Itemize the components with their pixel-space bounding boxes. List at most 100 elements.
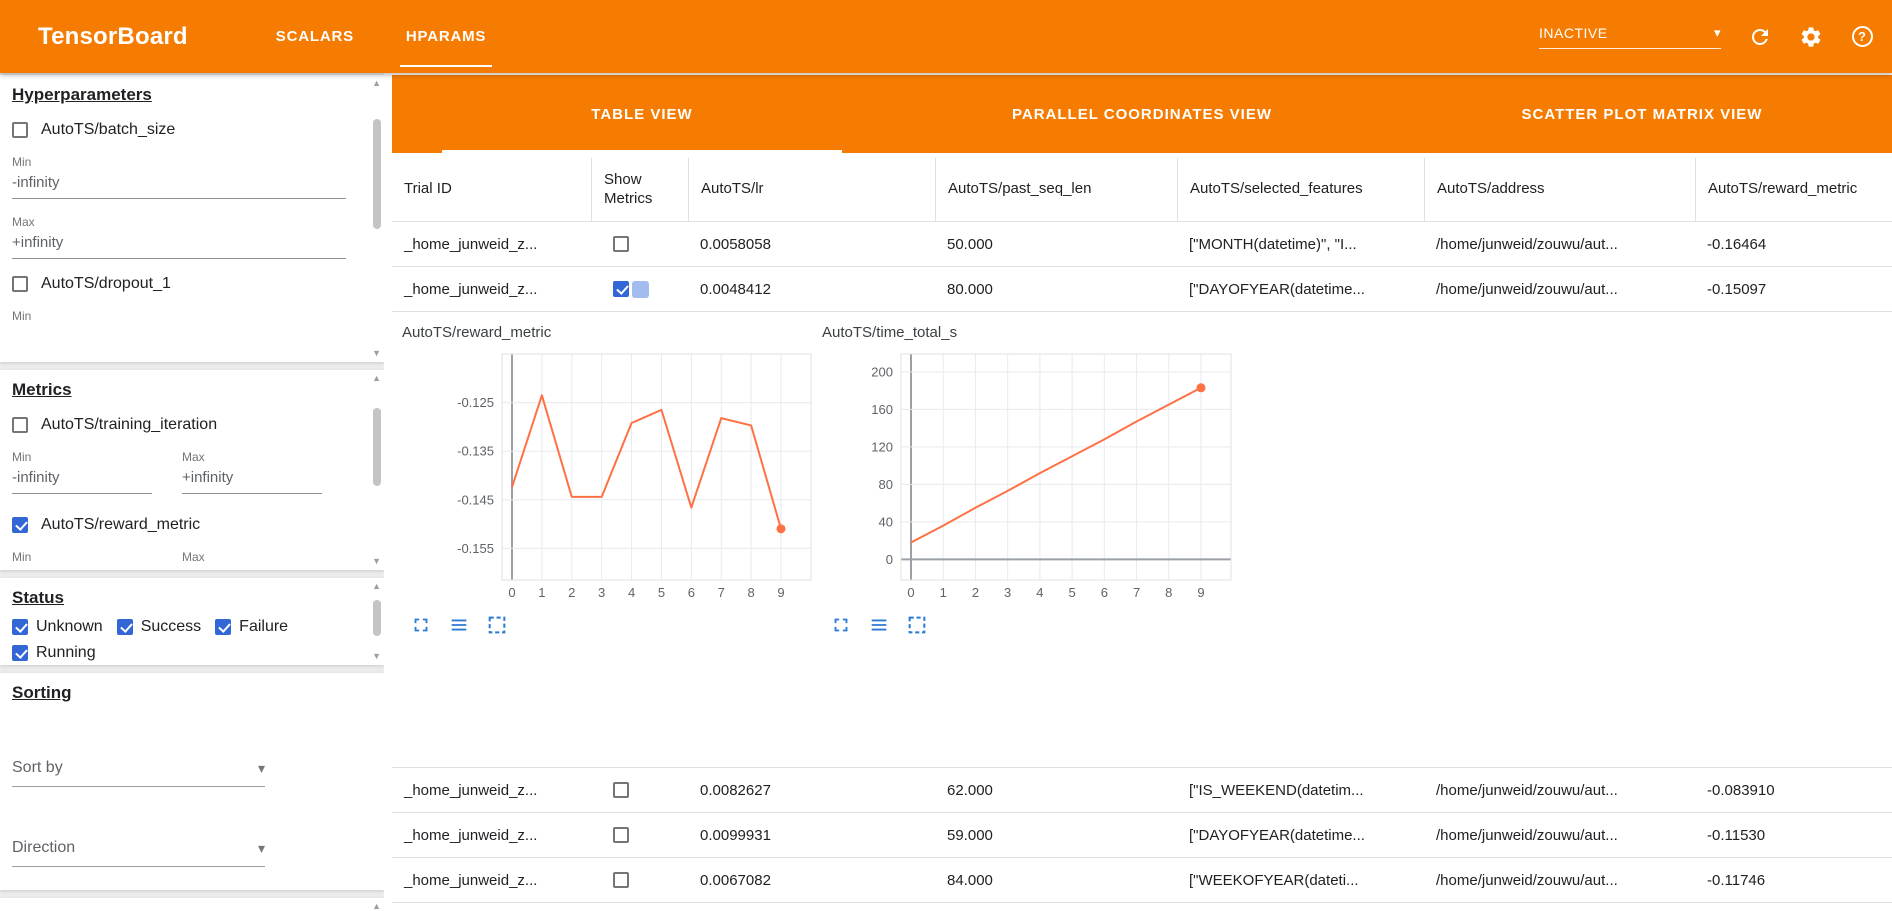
- column-header-trial-id: Trial ID: [404, 180, 452, 198]
- show-metrics-checkbox[interactable]: [613, 236, 629, 252]
- scrollbar-thumb[interactable]: [373, 119, 381, 229]
- main-content: TABLE VIEW PARALLEL COORDINATES VIEW SCA…: [384, 73, 1892, 911]
- min-input[interactable]: -infinity: [12, 169, 346, 199]
- svg-text:0: 0: [886, 552, 893, 567]
- show-metrics-cell: [591, 782, 688, 798]
- reward-metric-checkbox[interactable]: [12, 517, 28, 533]
- svg-text:120: 120: [871, 439, 893, 454]
- tab-scatter-plot-matrix-view[interactable]: SCATTER PLOT MATRIX VIEW: [1521, 105, 1763, 123]
- max-label: Max: [182, 550, 205, 564]
- status-failure-checkbox[interactable]: [215, 619, 232, 635]
- table-row: _home_junweid_z... 0.0067082 84.000 ["WE…: [392, 858, 1892, 903]
- selected-features-cell: ["MONTH(datetime)", "I...: [1189, 235, 1357, 253]
- view-tabs: TABLE VIEW PARALLEL COORDINATES VIEW SCA…: [392, 75, 1892, 153]
- reload-status-value: INACTIVE: [1539, 24, 1608, 41]
- data-lines-button[interactable]: [448, 614, 470, 636]
- lines-icon: [451, 619, 467, 631]
- status-success-checkbox[interactable]: [116, 619, 133, 635]
- status-running-checkbox[interactable]: [12, 645, 28, 661]
- gear-icon: [1801, 26, 1821, 47]
- show-metrics-cell: [591, 872, 688, 888]
- reward-metric-chart-block: AutoTS/reward_metric -0.125 -0.135 -0.145-…: [402, 324, 822, 767]
- min-label: Min: [12, 155, 32, 169]
- past-seq-len-cell: 80.000: [947, 280, 993, 298]
- scrollbar[interactable]: [373, 91, 381, 346]
- show-metrics-checkbox[interactable]: [613, 782, 629, 798]
- tab-parallel-coordinates-view[interactable]: PARALLEL COORDINATES VIEW: [1011, 105, 1272, 123]
- training-iteration-checkbox[interactable]: [12, 417, 28, 433]
- tab-table-view[interactable]: TABLE VIEW: [392, 75, 892, 153]
- max-input[interactable]: +infinity: [12, 229, 346, 259]
- table-row: _home_junweid_z... 0.0048412 80.000 ["DA…: [392, 267, 1892, 312]
- chevron-down-icon: ▾: [257, 840, 265, 856]
- svg-text:6: 6: [1101, 585, 1108, 598]
- table-row: _home_junweid_z... 0.0058058 50.000 ["MO…: [392, 222, 1892, 267]
- show-metrics-cell: [591, 827, 688, 843]
- table-header-row: Trial ID Show Metrics AutoTS/lr AutoTS/p…: [392, 158, 1892, 222]
- scroll-down-icon[interactable]: ▼: [372, 651, 381, 661]
- scroll-up-icon[interactable]: ▲: [372, 901, 381, 911]
- tab-hparams[interactable]: HPARAMS: [380, 0, 512, 73]
- status-unknown-checkbox[interactable]: [12, 619, 28, 635]
- settings-button[interactable]: [1799, 25, 1823, 49]
- svg-text:6: 6: [688, 585, 695, 598]
- svg-text:4: 4: [1036, 585, 1043, 598]
- scroll-up-icon[interactable]: ▲: [372, 373, 381, 383]
- past-seq-len-cell: 84.000: [947, 871, 993, 889]
- scrollbar-thumb[interactable]: [373, 600, 381, 636]
- status-label: Running: [36, 644, 96, 661]
- show-metrics-checkbox[interactable]: [613, 281, 629, 297]
- data-lines-button[interactable]: [868, 614, 890, 636]
- reward-metric-cell: -0.16464: [1707, 235, 1767, 253]
- checkbox-focus-ripple: [632, 280, 649, 298]
- expand-chart-button[interactable]: [410, 614, 432, 636]
- scroll-up-icon[interactable]: ▲: [372, 78, 381, 88]
- scrollbar[interactable]: [373, 386, 381, 554]
- direction-select[interactable]: Direction ▾: [12, 833, 265, 867]
- svg-text:9: 9: [1197, 585, 1204, 598]
- batch-size-checkbox[interactable]: [12, 122, 28, 138]
- column-header-reward-metric: AutoTS/reward_metric: [1695, 158, 1884, 221]
- zoom-selection-button[interactable]: [486, 614, 508, 636]
- hparam-row: AutoTS/batch_size: [12, 121, 370, 139]
- metric-label: AutoTS/reward_metric: [41, 516, 201, 533]
- tab-scalars[interactable]: SCALARS: [275, 28, 354, 45]
- status-option: Unknown: [12, 618, 103, 636]
- min-input[interactable]: -infinity: [12, 464, 152, 494]
- status-panel: Status Unknown Success Failure R: [0, 578, 384, 665]
- help-button[interactable]: ?: [1850, 25, 1874, 49]
- scrollbar[interactable]: [373, 594, 381, 649]
- dropout-checkbox[interactable]: [12, 276, 28, 292]
- status-label: Failure: [239, 618, 289, 635]
- refresh-button[interactable]: [1748, 25, 1772, 49]
- zoom-selection-button[interactable]: [906, 614, 928, 636]
- show-metrics-checkbox[interactable]: [613, 827, 629, 843]
- scroll-down-icon[interactable]: ▼: [372, 556, 381, 566]
- hparam-label: AutoTS/dropout_1: [41, 275, 171, 292]
- sidebar: Hyperparameters AutoTS/batch_size Min -i…: [0, 73, 384, 911]
- scrollbar-thumb[interactable]: [373, 408, 381, 486]
- svg-text:-0.155: -0.155: [457, 541, 494, 556]
- sorting-panel: Sorting Sort by ▾ Direction ▾: [0, 673, 384, 890]
- expanded-metrics-row: AutoTS/reward_metric -0.125 -0.135 -0.145-…: [392, 312, 1892, 768]
- expand-chart-button[interactable]: [830, 614, 852, 636]
- show-metrics-checkbox[interactable]: [613, 872, 629, 888]
- reload-status-select[interactable]: INACTIVE ▾: [1539, 25, 1721, 49]
- past-seq-len-cell: 62.000: [947, 781, 993, 799]
- reward-metric-chart[interactable]: -0.125 -0.135 -0.145 -0.155 0 1 2 3 4 5 6 7 8 9: [402, 346, 822, 598]
- selected-features-cell: ["WEEKOFYEAR(dateti...: [1189, 871, 1359, 889]
- max-input[interactable]: +infinity: [182, 464, 322, 494]
- scroll-up-icon[interactable]: ▲: [372, 581, 381, 591]
- chart-toolbar: [822, 614, 1242, 636]
- chart-toolbar: [402, 614, 822, 636]
- time-total-chart[interactable]: 0 40 80 120 160 200 0 1 2 3 4 5 6 7 8 9: [822, 346, 1242, 598]
- lr-cell: 0.0099931: [700, 826, 771, 844]
- scroll-down-icon[interactable]: ▼: [372, 348, 381, 358]
- sort-by-select[interactable]: Sort by ▾: [12, 753, 265, 787]
- column-header-address: AutoTS/address: [1424, 158, 1695, 221]
- reward-metric-cell: -0.11746: [1707, 871, 1766, 889]
- column-header-show-metrics: Show Metrics: [591, 158, 688, 221]
- trials-table: Trial ID Show Metrics AutoTS/lr AutoTS/p…: [392, 158, 1892, 903]
- help-icon: ?: [1851, 26, 1873, 47]
- lr-cell: 0.0048412: [700, 280, 771, 298]
